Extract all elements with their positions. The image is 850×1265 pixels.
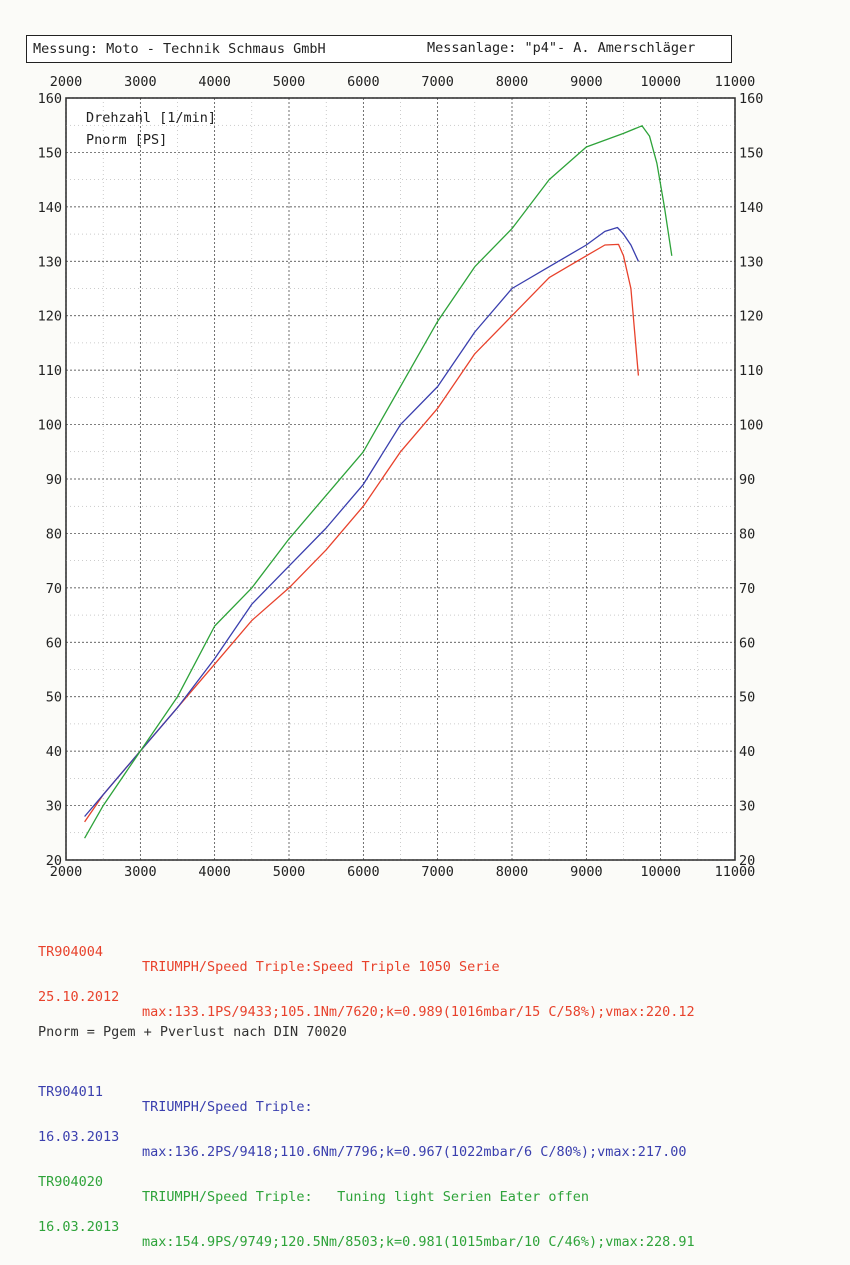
y-tick-label-right: 30 [739, 799, 755, 815]
x-tick-label-top: 10000 [640, 74, 681, 90]
x-tick-label-top: 5000 [273, 74, 306, 90]
x-tick-label-top: 9000 [570, 74, 603, 90]
y-tick-label: 150 [38, 145, 62, 161]
run-list: TR904004 TRIUMPH/Speed Triple:Speed Trip… [38, 900, 695, 1250]
y-tick-label-right: 150 [739, 145, 763, 161]
run-stats: max:154.9PS/9749;120.5Nm/8503;k=0.981(10… [142, 1234, 695, 1250]
run-id: TR904011 [38, 1084, 104, 1100]
x-tick-label-top: 11000 [715, 74, 756, 90]
y-tick-label-right: 100 [739, 418, 763, 434]
y-tick-label-right: 110 [739, 363, 763, 379]
run-date: 16.03.2013 [38, 1129, 120, 1145]
x-tick-label: 6000 [347, 864, 380, 880]
run-row-3b: 16.03.2013 max:154.9PS/9749;120.5Nm/8503… [38, 1205, 695, 1250]
run-row-1b: 25.10.2012 max:133.1PS/9433;105.1Nm/7620… [38, 975, 695, 1020]
x-tick-label: 4000 [198, 864, 231, 880]
y-tick-label-right: 90 [739, 472, 755, 488]
run-stats: max:133.1PS/9433;105.1Nm/7620;k=0.989(10… [142, 1004, 695, 1020]
x-tick-label: 3000 [124, 864, 157, 880]
y-tick-label-right: 130 [739, 254, 763, 270]
x-tick-label-top: 3000 [124, 74, 157, 90]
x-tick-label-top: 7000 [421, 74, 454, 90]
x-tick-label: 2000 [50, 864, 83, 880]
axis-legend-label: Drehzahl [1/min] [86, 110, 216, 126]
run-id: TR904020 [38, 1174, 104, 1190]
y-tick-label: 70 [46, 581, 62, 597]
run-row-3a: TR904020 TRIUMPH/Speed Triple: Tuning li… [38, 1160, 589, 1205]
y-tick-label: 50 [46, 690, 62, 706]
y-tick-label-right: 80 [739, 526, 755, 542]
y-tick-label-right: 50 [739, 690, 755, 706]
series-line-TR904011 [84, 226, 639, 817]
y-tick-label: 60 [46, 635, 62, 651]
y-tick-label: 100 [38, 418, 62, 434]
run-desc: TRIUMPH/Speed Triple: Tuning light Serie… [142, 1189, 590, 1205]
x-tick-label-top: 2000 [50, 74, 83, 90]
measurement-header: Messung: Moto - Technik Schmaus GmbH Mes… [26, 35, 732, 63]
run-id: TR904004 [38, 944, 104, 960]
y-tick-label: 80 [46, 526, 62, 542]
run-date: 16.03.2013 [38, 1219, 120, 1235]
y-tick-label-right: 40 [739, 744, 755, 760]
series-line-TR904020 [84, 125, 673, 839]
run-stats: max:136.2PS/9418;110.6Nm/7796;k=0.967(10… [142, 1144, 687, 1160]
run-row-2a: TR904011 TRIUMPH/Speed Triple: [38, 1070, 313, 1115]
dyno-chart: 2000 2000 3000 3000 4000 4000 5000 5000 6000 6000… [38, 74, 764, 880]
y-tick-label-right: 120 [739, 309, 763, 325]
run-row-1a: TR904004 TRIUMPH/Speed Triple:Speed Trip… [38, 930, 500, 975]
run-date: 25.10.2012 [38, 989, 120, 1005]
y-tick-label: 30 [46, 799, 62, 815]
y-tick-label: 90 [46, 472, 62, 488]
axis-legend-label: Pnorm [PS] [86, 132, 167, 148]
x-tick-label: 8000 [496, 864, 529, 880]
header-company: Messung: Moto - Technik Schmaus GmbH [33, 41, 326, 57]
run-desc: TRIUMPH/Speed Triple: [142, 1099, 313, 1115]
y-tick-label: 130 [38, 254, 62, 270]
y-tick-label: 120 [38, 309, 62, 325]
y-tick-label: 160 [38, 91, 62, 107]
y-tick-label-right: 70 [739, 581, 755, 597]
x-tick-label-top: 8000 [496, 74, 529, 90]
y-tick-label-right: 160 [739, 91, 763, 107]
y-tick-label: 140 [38, 200, 62, 216]
x-tick-label: 10000 [640, 864, 681, 880]
x-tick-label: 7000 [421, 864, 454, 880]
y-tick-label: 110 [38, 363, 62, 379]
y-tick-label: 20 [46, 853, 62, 869]
header-facility: Messanlage: "p4"- A. Amerschläger [427, 40, 696, 56]
y-tick-label-right: 140 [739, 200, 763, 216]
run-row-2b: 16.03.2013 max:136.2PS/9418;110.6Nm/7796… [38, 1115, 687, 1160]
y-tick-label-right: 20 [739, 853, 755, 869]
y-tick-label-right: 60 [739, 635, 755, 651]
y-tick-label: 40 [46, 744, 62, 760]
x-tick-label: 11000 [715, 864, 756, 880]
x-tick-label: 5000 [273, 864, 306, 880]
run-desc: TRIUMPH/Speed Triple:Speed Triple 1050 S… [142, 959, 500, 975]
x-tick-label: 9000 [570, 864, 603, 880]
x-tick-label-top: 4000 [198, 74, 231, 90]
x-tick-label-top: 6000 [347, 74, 380, 90]
din-footnote: Pnorm = Pgem + Pverlust nach DIN 70020 [38, 1024, 347, 1040]
